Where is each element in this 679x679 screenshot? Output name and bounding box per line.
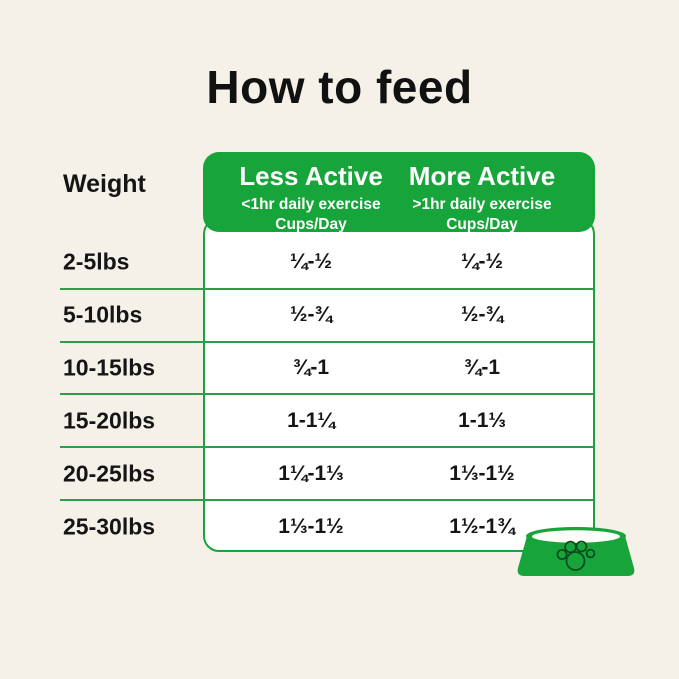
table-row: 20-25lbs 1¼-1⅓ 1⅓-1½ — [60, 448, 595, 502]
less-active-unit: Cups/Day — [275, 215, 347, 233]
more-active-value: ¼-½ — [460, 250, 504, 274]
table-header: Less Active <1hr daily exercise Cups/Day… — [203, 152, 595, 235]
less-active-value: 1-1¼ — [287, 408, 335, 432]
column-header-more-active: More Active >1hr daily exercise Cups/Day — [409, 161, 555, 235]
less-active-value: 1⅓-1½ — [278, 514, 344, 538]
less-active-value: 1¼-1⅓ — [278, 461, 344, 485]
more-active-value: ¾-1 — [463, 356, 501, 380]
row-weight-label: 5-10lbs — [63, 301, 143, 328]
table-row: 5-10lbs ½-¾ ½-¾ — [60, 290, 595, 343]
row-weight-label: 20-25lbs — [63, 460, 156, 487]
more-active-unit: Cups/Day — [446, 215, 518, 233]
row-weight-label: 10-15lbs — [63, 354, 156, 381]
weight-column-header: Weight — [63, 170, 146, 198]
table-row: 15-20lbs 1-1¼ 1-1⅓ — [60, 395, 595, 449]
more-active-subtitle: >1hr daily exercise — [412, 196, 552, 213]
more-active-label: More Active — [408, 161, 556, 191]
column-header-less-active: Less Active <1hr daily exercise Cups/Day — [239, 161, 383, 235]
dog-bowl-icon — [517, 527, 635, 576]
paw-print-icon — [556, 540, 596, 571]
table-row: 2-5lbs ¼-½ ¼-½ — [60, 237, 595, 290]
row-weight-label: 15-20lbs — [63, 407, 156, 434]
row-weight-label: 2-5lbs — [63, 248, 130, 275]
less-active-subtitle: <1hr daily exercise — [241, 196, 381, 213]
table-row: 25-30lbs 1⅓-1½ 1½-1¾ — [60, 501, 595, 552]
less-active-label: Less Active — [239, 161, 383, 191]
feeding-table-rows: 2-5lbs ¼-½ ¼-½ 5-10lbs ½-¾ ½-¾ 10-15lbs … — [60, 237, 595, 552]
less-active-value: ¾-1 — [292, 356, 330, 380]
more-active-value: 1-1⅓ — [458, 408, 506, 432]
less-active-value: ½-¾ — [289, 303, 333, 327]
less-active-value: ¼-½ — [289, 250, 333, 274]
more-active-value: 1⅓-1½ — [449, 461, 515, 485]
row-weight-label: 25-30lbs — [63, 513, 156, 540]
table-row: 10-15lbs ¾-1 ¾-1 — [60, 343, 595, 396]
page-title: How to feed — [206, 61, 473, 113]
table-body-panel — [203, 218, 595, 552]
more-active-value: 1½-1¾ — [449, 514, 515, 538]
more-active-value: ½-¾ — [460, 303, 504, 327]
